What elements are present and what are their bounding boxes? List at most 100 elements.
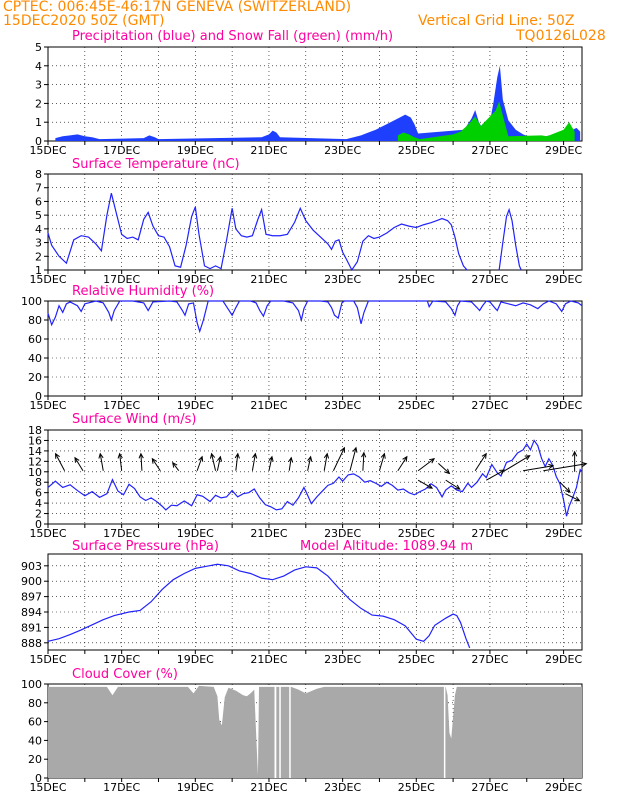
wind-arrow-head <box>574 496 581 502</box>
series-line <box>47 563 471 649</box>
x-tick-label: 27DEC <box>471 399 508 412</box>
y-tick-label: 7 <box>35 182 42 195</box>
x-tick-label: 21DEC <box>250 273 287 286</box>
wind-arrow-head <box>287 456 294 463</box>
x-tick-label: 23DEC <box>324 527 361 540</box>
x-tick-label: 23DEC <box>324 653 361 666</box>
y-tick-label: 8 <box>35 168 42 181</box>
wind-arrow <box>565 493 580 502</box>
wind-arrow-head <box>234 452 240 459</box>
y-tick-label: 900 <box>21 575 42 588</box>
wind-arrow-head <box>380 452 386 459</box>
y-tick-label: 891 <box>21 621 42 634</box>
x-tick-label: 19DEC <box>177 273 214 286</box>
wind-arrow-head <box>340 446 345 453</box>
x-tick-label: 15DEC <box>29 527 66 540</box>
y-tick-label: 888 <box>21 637 42 650</box>
x-tick-label: 15DEC <box>29 781 66 794</box>
wind-arrow-head <box>499 469 506 475</box>
y-tick-label: 1 <box>35 264 42 277</box>
x-tick-label: 27DEC <box>471 527 508 540</box>
wind-arrow <box>216 456 221 471</box>
y-tick-label: 894 <box>21 606 42 619</box>
wind-arrow <box>235 453 239 471</box>
x-tick-label: 17DEC <box>103 273 140 286</box>
x-tick-label: 23DEC <box>324 399 361 412</box>
x-tick-label: 15DEC <box>29 273 66 286</box>
x-tick-label: 25DEC <box>398 273 435 286</box>
y-tick-label: 100 <box>21 678 42 691</box>
y-tick-label: 2 <box>35 508 42 521</box>
x-tick-label: 21DEC <box>250 527 287 540</box>
y-tick-label: 8 <box>35 476 42 489</box>
y-tick-label: 0 <box>35 135 42 148</box>
wind-arrow <box>119 453 123 471</box>
wind-arrow-head <box>454 484 461 490</box>
wind-arrow-head <box>323 452 330 459</box>
x-tick-label: 15DEC <box>29 144 66 157</box>
wind-arrow-head <box>565 487 571 494</box>
wind-arrow-head <box>307 455 313 462</box>
x-tick-label: 15DEC <box>29 653 66 666</box>
series-line <box>47 439 583 517</box>
y-tick-label: 6 <box>35 487 42 500</box>
y-tick-label: 897 <box>21 591 42 604</box>
wind-arrow <box>522 465 554 472</box>
x-tick-label: 23DEC <box>324 781 361 794</box>
y-tick-label: 4 <box>35 497 42 510</box>
y-tick-label: 1 <box>35 116 42 129</box>
y-tick-label: 12 <box>28 455 42 468</box>
series-area <box>48 685 582 778</box>
wind-arrow-head <box>444 468 451 475</box>
wind-arrow <box>445 479 461 490</box>
y-tick-label: 4 <box>35 60 42 73</box>
x-tick-label: 25DEC <box>398 399 435 412</box>
y-tick-label: 16 <box>28 434 42 447</box>
y-tick-label: 40 <box>28 734 42 747</box>
x-tick-label: 21DEC <box>250 399 287 412</box>
y-tick-label: 4 <box>35 223 42 236</box>
x-tick-label: 21DEC <box>250 781 287 794</box>
y-tick-label: 80 <box>28 697 42 710</box>
wind-arrow-head <box>581 461 588 468</box>
x-tick-label: 17DEC <box>103 781 140 794</box>
wind-arrow <box>172 462 180 472</box>
wind-arrow <box>486 469 505 481</box>
wind-arrow-head <box>481 452 487 459</box>
panel-title: Cloud Cover (%) <box>72 667 178 682</box>
cloud-gap <box>279 686 281 778</box>
panel-title: Relative Humidity (%) <box>72 284 214 299</box>
x-tick-label: 27DEC <box>471 273 508 286</box>
x-tick-label: 27DEC <box>471 144 508 157</box>
wind-arrow <box>268 456 273 471</box>
plot-frame <box>47 553 583 651</box>
wind-arrow <box>55 453 66 471</box>
panel-title: Surface Temperature (nC) <box>72 157 240 172</box>
wind-arrow <box>559 481 571 493</box>
y-tick-label: 80 <box>28 314 42 327</box>
plot-frame <box>47 300 583 397</box>
x-tick-label: 21DEC <box>250 653 287 666</box>
wind-arrow <box>474 453 487 472</box>
series-line <box>498 207 522 271</box>
wind-arrow-head <box>252 452 258 459</box>
header-station: CPTEC: 006:45E-46:17N GENEVA (SWITZERLAN… <box>3 0 352 15</box>
y-tick-label: 18 <box>28 424 42 437</box>
x-tick-label: 19DEC <box>177 144 214 157</box>
wind-arrow <box>74 457 84 471</box>
y-tick-label: 0 <box>35 518 42 531</box>
x-tick-label: 25DEC <box>398 781 435 794</box>
x-tick-label: 29DEC <box>545 144 582 157</box>
x-tick-label: 25DEC <box>398 653 435 666</box>
y-tick-label: 5 <box>35 41 42 54</box>
wind-arrow-head <box>138 452 144 459</box>
header-run-date: 15DEC2020 50Z (GMT) <box>3 13 165 29</box>
wind-arrow-head <box>268 455 274 462</box>
series-area <box>397 101 575 141</box>
y-tick-label: 903 <box>21 560 42 573</box>
wind-arrow-head <box>524 455 531 461</box>
x-tick-label: 17DEC <box>103 144 140 157</box>
x-tick-label: 25DEC <box>398 527 435 540</box>
wind-arrow-head <box>216 455 223 462</box>
y-tick-label: 60 <box>28 716 42 729</box>
